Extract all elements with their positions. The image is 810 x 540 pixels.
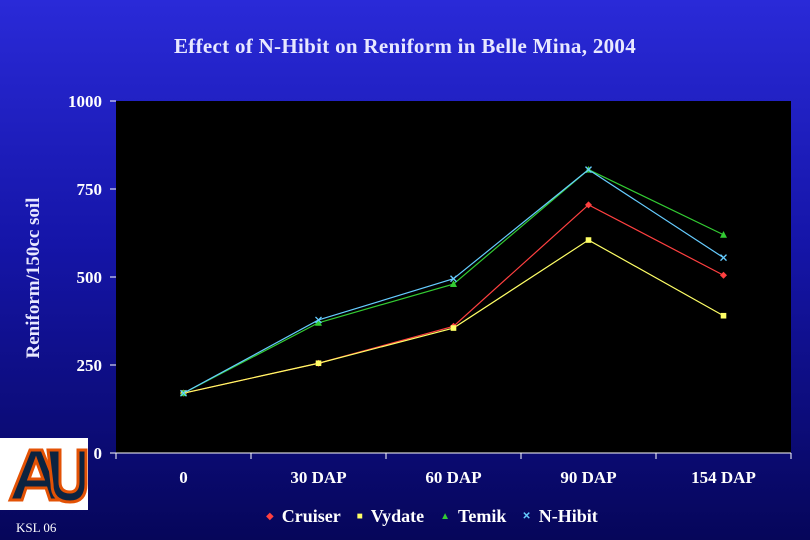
y-tick-label: 500 <box>77 268 103 287</box>
x-tick-label: 30 DAP <box>290 468 346 487</box>
data-point-n-hibit <box>450 275 457 283</box>
au-logo <box>0 438 88 510</box>
legend-label: Cruiser <box>281 506 341 526</box>
x-tick-label: 154 DAP <box>691 468 756 487</box>
data-point-cruiser <box>720 271 727 279</box>
x-marker-icon: ✕ <box>522 510 531 522</box>
data-point-temik <box>315 318 322 326</box>
data-point-temik <box>450 280 457 288</box>
legend-item-n-hibit: ✕ N-Hibit <box>522 506 597 527</box>
y-axis: 0 250 500 750 1000 <box>68 92 116 463</box>
legend-label: N-Hibit <box>538 506 598 526</box>
legend-item-vydate: ■ Vydate <box>357 506 424 527</box>
data-point-n-hibit <box>315 316 322 324</box>
y-tick-label: 750 <box>77 180 103 199</box>
triangle-marker-icon: ▲ <box>440 510 450 522</box>
y-tick-label: 1000 <box>68 92 102 111</box>
data-point-temik <box>720 230 727 238</box>
plot-area <box>116 101 791 453</box>
x-tick-label: 90 DAP <box>560 468 616 487</box>
data-point-n-hibit <box>585 166 592 174</box>
data-point-n-hibit <box>180 389 187 397</box>
data-point-vydate <box>450 325 457 331</box>
x-axis: 0 30 DAP 60 DAP 90 DAP 154 DAP <box>115 452 792 487</box>
data-point-vydate <box>315 360 322 367</box>
y-tick-label: 250 <box>77 356 103 375</box>
data-point-n-hibit <box>720 254 727 262</box>
square-marker-icon: ■ <box>356 510 363 522</box>
data-point-vydate <box>585 237 592 243</box>
legend-item-temik: ▲ Temik <box>440 506 506 527</box>
y-tick-label: 0 <box>94 444 103 463</box>
y-axis-label: Reniform/150cc soil <box>23 197 44 359</box>
series-points <box>180 165 727 397</box>
au-logo-icon <box>2 440 88 508</box>
legend-item-cruiser: ◆ Cruiser <box>266 506 341 527</box>
legend-label: Vydate <box>370 506 425 526</box>
x-tick-label: 0 <box>179 468 188 487</box>
diamond-marker-icon: ◆ <box>266 510 274 522</box>
chart-title: Effect of N-Hibit on Reniform in Belle M… <box>173 34 637 58</box>
footer-note: KSL 06 <box>16 520 57 535</box>
legend: ◆ Cruiser ■ Vydate ▲ Temik ✕ N-Hibit <box>266 506 598 527</box>
data-point-vydate <box>720 312 727 319</box>
x-tick-label: 60 DAP <box>425 468 481 487</box>
legend-label: Temik <box>457 506 507 526</box>
data-point-cruiser <box>585 201 592 209</box>
